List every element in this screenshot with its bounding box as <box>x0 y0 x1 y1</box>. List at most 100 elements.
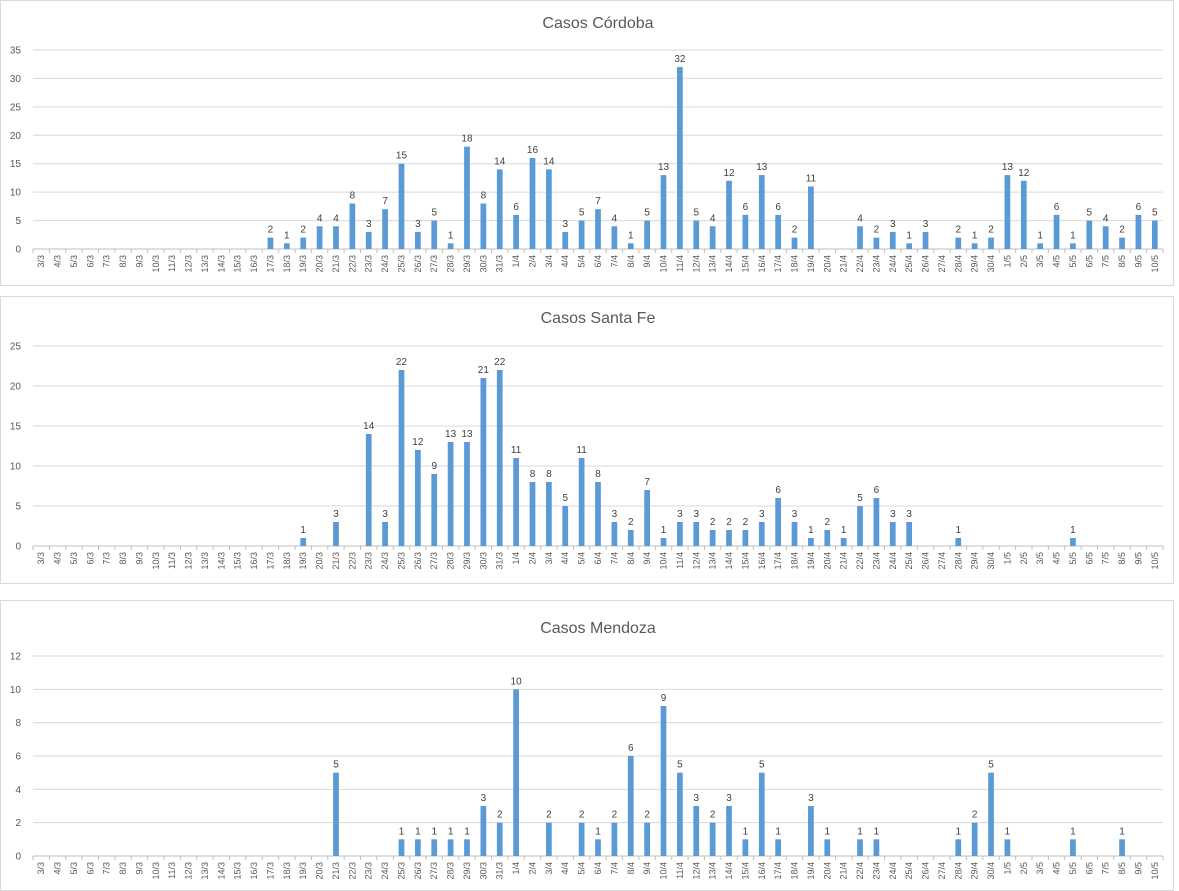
bar <box>414 839 421 856</box>
bar <box>1119 839 1125 856</box>
x-tick-label: 18/3 <box>282 552 292 570</box>
x-tick-label: 19/4 <box>806 862 816 880</box>
x-tick-label: 28/4 <box>953 862 963 880</box>
x-tick-label: 5/5 <box>1068 552 1078 565</box>
x-tick-label: 19/3 <box>298 255 308 273</box>
x-tick-label: 10/3 <box>151 255 161 273</box>
x-tick-label: 27/3 <box>429 255 439 273</box>
x-tick-label: 11/4 <box>675 255 685 272</box>
x-tick-label: 2/4 <box>527 255 537 268</box>
bar <box>955 839 962 856</box>
data-label: 1 <box>1119 826 1125 837</box>
x-tick-label: 9/4 <box>642 862 652 875</box>
x-tick-label: 5/4 <box>577 862 587 875</box>
data-label: 2 <box>726 517 732 528</box>
bar <box>414 450 421 546</box>
x-tick-label: 24/3 <box>380 862 390 880</box>
x-tick-label: 24/3 <box>380 255 390 273</box>
bar <box>709 822 716 856</box>
bar <box>758 522 765 546</box>
x-tick-label: 20/3 <box>315 255 325 273</box>
x-tick-label: 15/4 <box>740 862 750 880</box>
x-tick-label: 29/3 <box>462 255 472 273</box>
bar <box>988 237 994 249</box>
bar <box>595 209 601 249</box>
bar <box>283 243 290 249</box>
bar <box>677 67 683 249</box>
x-tick-label: 7/4 <box>609 862 619 875</box>
x-tick-label: 5/5 <box>1068 862 1078 875</box>
bar <box>333 522 339 546</box>
bar <box>693 522 700 546</box>
x-tick-label: 13/3 <box>200 862 210 880</box>
x-tick-label: 9/3 <box>134 862 144 875</box>
bar <box>889 231 896 249</box>
data-label: 3 <box>612 509 618 520</box>
data-label: 1 <box>415 826 421 837</box>
x-tick-label: 19/3 <box>298 552 308 570</box>
x-tick-label: 1/4 <box>511 862 521 875</box>
data-label: 6 <box>1054 202 1060 213</box>
x-tick-label: 16/3 <box>249 862 259 880</box>
x-tick-label: 2/5 <box>1019 255 1029 268</box>
data-label: 1 <box>956 525 962 536</box>
x-tick-label: 10/5 <box>1150 862 1160 880</box>
x-tick-label: 20/4 <box>822 552 832 570</box>
data-label: 1 <box>874 826 880 837</box>
data-label: 2 <box>792 225 798 236</box>
bar <box>611 822 618 856</box>
data-label: 3 <box>792 509 798 520</box>
x-tick-label: 23/3 <box>364 255 374 273</box>
x-tick-label: 3/4 <box>544 862 554 875</box>
data-label: 21 <box>478 365 490 376</box>
data-label: 1 <box>1070 525 1076 536</box>
x-tick-label: 6/3 <box>85 862 95 875</box>
bar <box>677 772 683 856</box>
x-tick-label: 30/4 <box>986 552 996 570</box>
x-tick-label: 21/3 <box>331 862 341 880</box>
bar <box>627 243 634 249</box>
bar <box>398 163 405 249</box>
x-tick-label: 10/4 <box>659 862 669 880</box>
x-tick-label: 12/4 <box>691 552 701 570</box>
bar <box>644 490 650 546</box>
y-tick-label: 5 <box>15 216 21 227</box>
y-tick-label: 0 <box>15 852 21 863</box>
data-label: 6 <box>775 202 781 213</box>
data-label: 2 <box>546 810 552 821</box>
x-tick-label: 8/5 <box>1117 862 1127 875</box>
x-tick-label: 28/3 <box>446 255 456 273</box>
bar <box>808 538 814 546</box>
bar <box>627 756 634 856</box>
bar <box>889 522 896 546</box>
data-label: 6 <box>874 485 880 496</box>
data-label: 3 <box>923 219 929 230</box>
x-tick-label: 7/5 <box>1101 255 1111 268</box>
x-tick-label: 4/5 <box>1052 552 1062 565</box>
x-tick-label: 22/4 <box>855 552 865 570</box>
y-tick-label: 2 <box>15 818 21 829</box>
x-tick-label: 24/3 <box>380 552 390 570</box>
x-tick-label: 27/3 <box>429 552 439 570</box>
bar <box>693 220 700 249</box>
bar <box>349 203 356 249</box>
bar <box>447 243 454 249</box>
bar <box>1037 243 1044 249</box>
x-tick-label: 26/3 <box>413 255 423 273</box>
x-tick-label: 7/5 <box>1101 552 1111 565</box>
data-label: 12 <box>1018 168 1030 179</box>
x-tick-label: 11/4 <box>675 862 685 879</box>
x-tick-label: 16/3 <box>249 552 259 570</box>
x-tick-label: 14/3 <box>216 255 226 273</box>
x-tick-label: 7/4 <box>609 255 619 268</box>
x-tick-label: 20/4 <box>822 862 832 880</box>
x-tick-label: 8/4 <box>626 255 636 268</box>
data-label: 5 <box>431 208 437 219</box>
y-tick-label: 25 <box>10 342 22 353</box>
x-tick-label: 19/4 <box>806 255 816 273</box>
x-tick-label: 12/3 <box>184 862 194 880</box>
x-tick-label: 11/3 <box>167 552 177 569</box>
bar <box>873 498 880 546</box>
bar <box>873 839 880 856</box>
